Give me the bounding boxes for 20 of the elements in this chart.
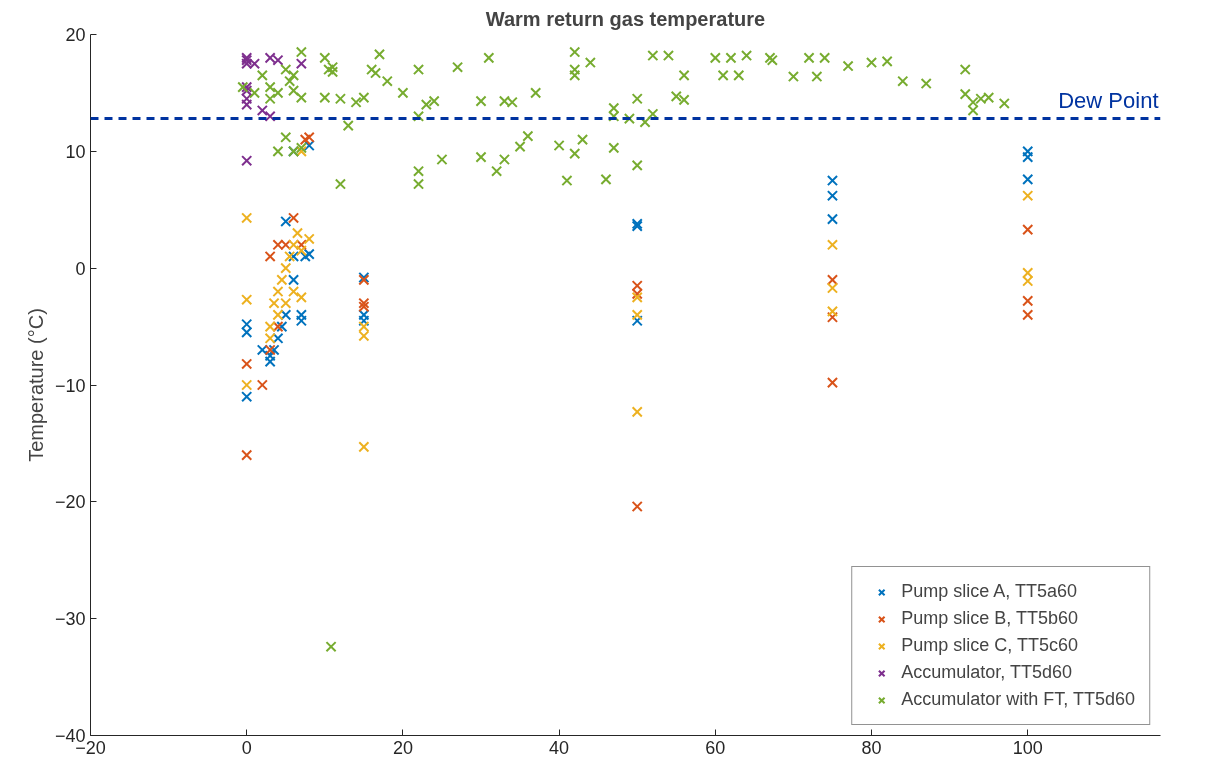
- y-tick-label: 0: [75, 258, 86, 279]
- legend-label: Pump slice C, TT5c60: [901, 635, 1078, 656]
- y-axis-title: Temperature (°C): [24, 308, 47, 462]
- x-tick-label: 80: [861, 737, 882, 758]
- x-tick-label: 100: [1012, 737, 1043, 758]
- x-tick-label: 40: [549, 737, 570, 758]
- legend-label: Pump slice B, TT5b60: [901, 608, 1078, 629]
- y-tick-label: 10: [65, 141, 86, 162]
- x-tick-label: 0: [241, 737, 252, 758]
- legend-label: Accumulator with FT, TT5d60: [901, 689, 1135, 710]
- y-tick-label: −10: [54, 375, 86, 396]
- y-tick-label: −30: [54, 609, 86, 630]
- legend-label: Pump slice A, TT5a60: [901, 581, 1077, 602]
- chart-title: Warm return gas temperature: [485, 7, 766, 30]
- ref-line-label: Dew Point: [1058, 87, 1159, 113]
- y-tick-label: 20: [65, 25, 86, 45]
- legend-label: Accumulator, TT5d60: [901, 662, 1072, 683]
- x-tick-label: 20: [392, 737, 413, 758]
- y-tick-label: −20: [54, 492, 86, 513]
- x-tick-label: 60: [705, 737, 726, 758]
